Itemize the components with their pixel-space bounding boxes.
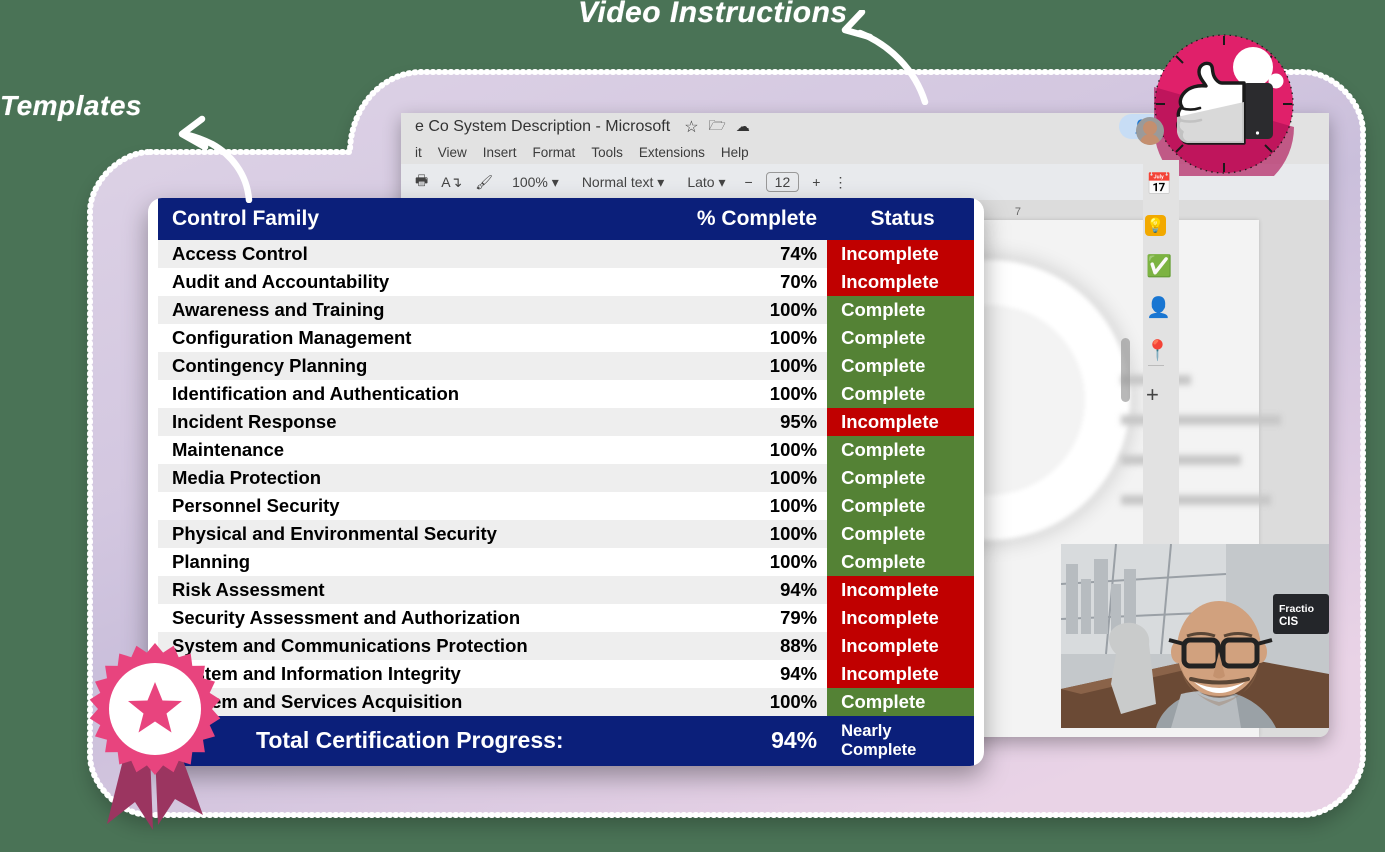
svg-text:CIS: CIS — [1279, 616, 1299, 628]
svg-text:Fractio: Fractio — [1279, 603, 1314, 615]
